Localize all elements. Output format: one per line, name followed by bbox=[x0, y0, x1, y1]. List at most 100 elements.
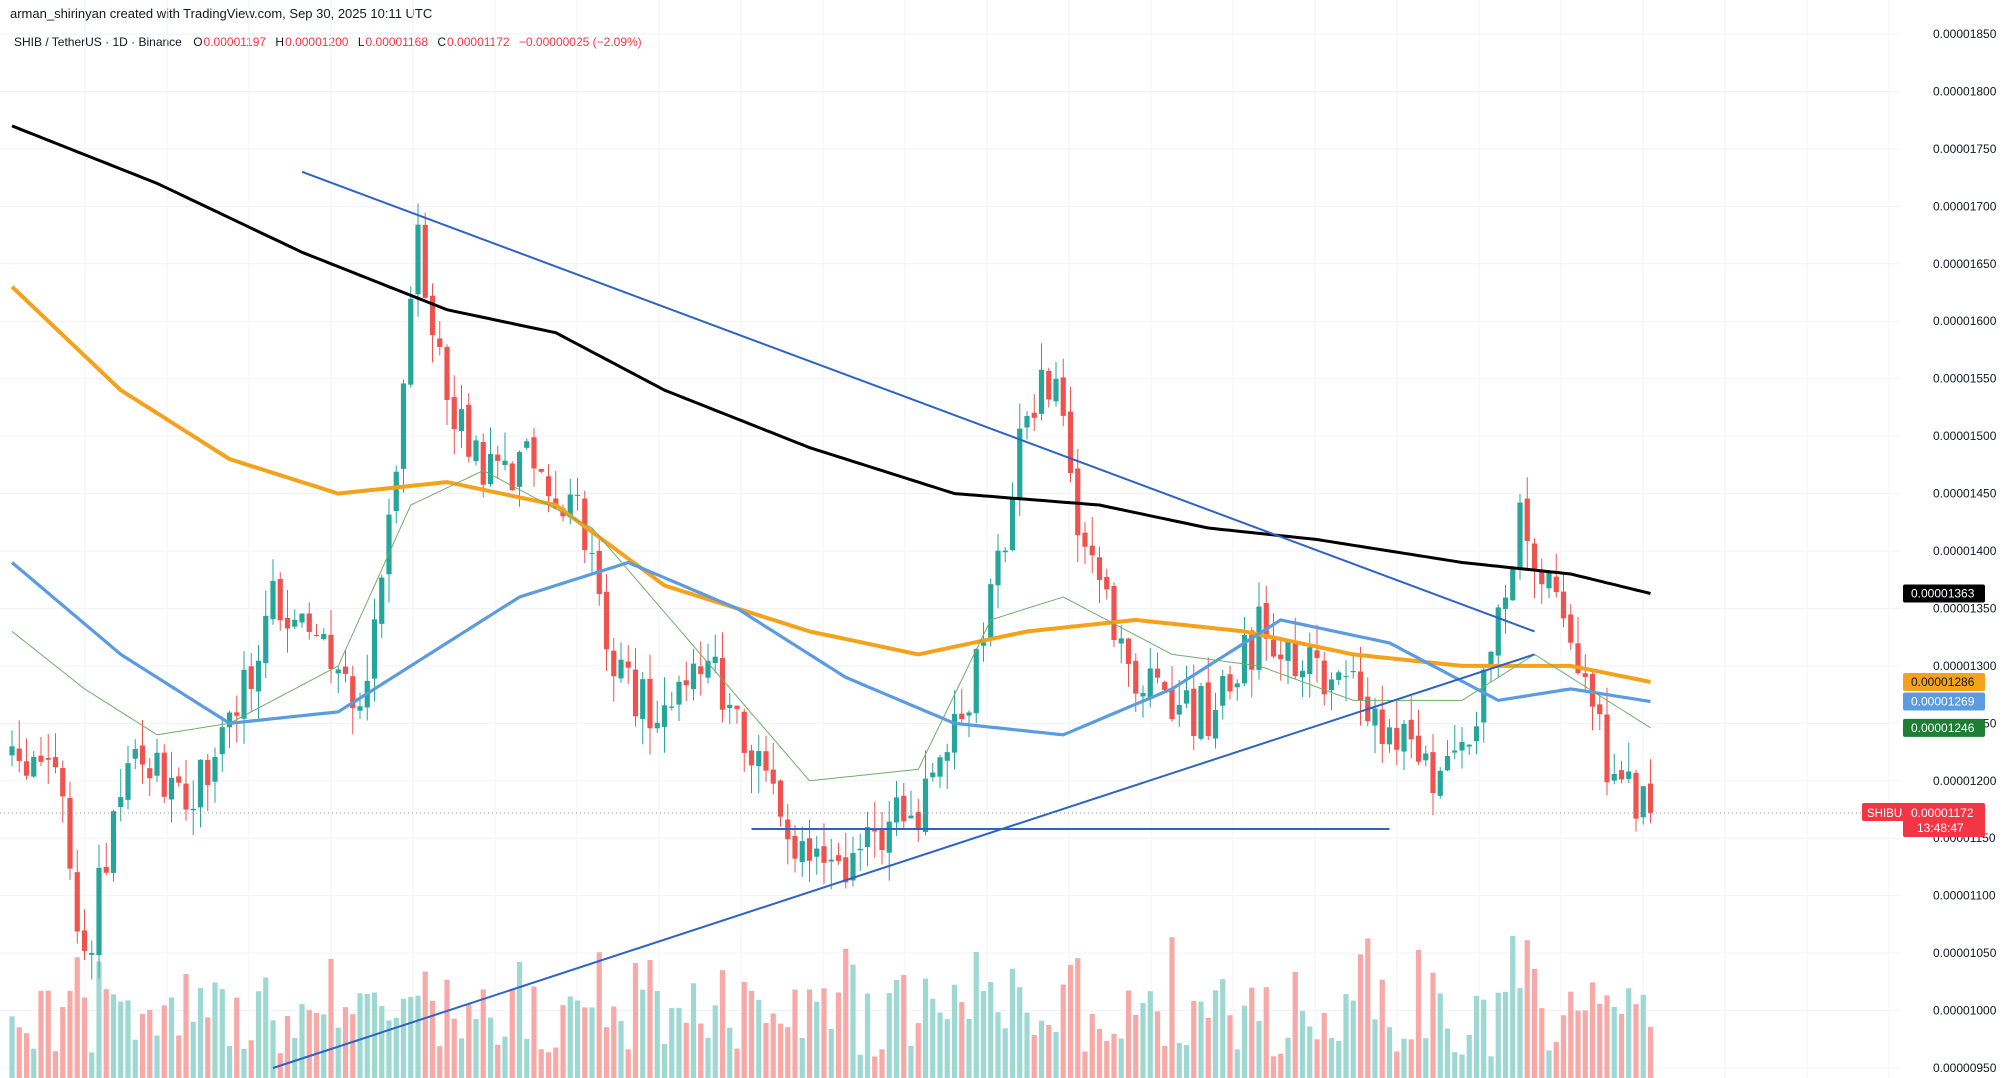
candle-body bbox=[690, 663, 697, 690]
volume-bar bbox=[618, 1021, 624, 1078]
candle-body bbox=[1379, 709, 1385, 745]
candle-body bbox=[1096, 557, 1103, 580]
candle-body bbox=[814, 848, 820, 857]
low-value: 0.00001168 bbox=[365, 35, 429, 49]
volume-bar bbox=[1568, 991, 1574, 1078]
volume-bar bbox=[734, 1048, 740, 1078]
candle-body bbox=[574, 494, 581, 496]
candle-body bbox=[132, 749, 138, 759]
volume-bar bbox=[1408, 1039, 1414, 1078]
symbol-title[interactable]: SHIB / TetherUS · 1D · Binance bbox=[14, 35, 182, 49]
current-price-bg bbox=[1903, 802, 1985, 837]
volume-bar bbox=[1183, 1045, 1190, 1078]
candle-body bbox=[197, 759, 204, 808]
volume-bar bbox=[292, 1037, 298, 1078]
volume-bar bbox=[1017, 987, 1023, 1078]
volume-bar bbox=[1604, 995, 1610, 1078]
candle-body bbox=[255, 660, 262, 692]
volume-bar bbox=[234, 997, 240, 1078]
candle-body bbox=[1256, 606, 1262, 670]
symbol-info-line[interactable]: SHIB / TetherUS · 1D · Binance O0.000011… bbox=[14, 35, 642, 49]
candle-body bbox=[1560, 591, 1567, 619]
candle-body bbox=[458, 409, 465, 432]
candle-body bbox=[1597, 704, 1603, 715]
candle-body bbox=[676, 681, 682, 705]
volume-bar bbox=[1524, 940, 1530, 1078]
ascending-trendline bbox=[272, 653, 1535, 1069]
volume-bar bbox=[23, 1033, 30, 1078]
candle-body bbox=[60, 767, 66, 797]
price-labels: 0.00001363 0.00001286 0.00001269 0.00001246… bbox=[1862, 584, 1985, 837]
candle-body bbox=[937, 757, 943, 777]
volume-bar bbox=[52, 1051, 59, 1078]
volume-bar bbox=[451, 1018, 457, 1078]
candle-body bbox=[1285, 640, 1291, 661]
candle-body bbox=[915, 811, 921, 831]
candle-body bbox=[1176, 704, 1182, 715]
candle-body bbox=[23, 761, 30, 776]
candle-body bbox=[763, 751, 769, 771]
candle-body bbox=[1067, 411, 1074, 474]
volume-bar bbox=[1299, 1010, 1306, 1078]
candle-body bbox=[741, 711, 747, 753]
volume-bar bbox=[1510, 935, 1516, 1078]
volume-bar bbox=[901, 974, 907, 1078]
candle-body bbox=[1604, 714, 1610, 783]
volume-bar bbox=[647, 960, 653, 1078]
price-tick-label: 0.00001800 bbox=[1933, 84, 1997, 98]
volume-bar bbox=[147, 1009, 153, 1078]
volume-bar bbox=[843, 948, 849, 1078]
volume-bar bbox=[582, 1007, 588, 1078]
candle-body bbox=[89, 952, 95, 955]
candle-body bbox=[545, 476, 552, 497]
volume-bar bbox=[640, 989, 646, 1078]
volume-bar bbox=[1343, 994, 1349, 1078]
volume-bar bbox=[328, 958, 334, 1078]
price-axis[interactable]: 0.00000950 0.00001000 0.00001050 0.00001100… bbox=[1933, 27, 1997, 1075]
candle-body bbox=[1510, 567, 1516, 601]
candle-body bbox=[647, 678, 653, 729]
candle-body bbox=[922, 778, 929, 832]
volume-bar bbox=[944, 1019, 950, 1078]
candle-body bbox=[1582, 673, 1588, 678]
candle-body bbox=[1408, 719, 1414, 740]
volume-bar bbox=[502, 1036, 508, 1078]
candle-body bbox=[67, 797, 73, 869]
candle-body bbox=[756, 751, 762, 767]
close-label: C bbox=[437, 35, 447, 49]
candle-body bbox=[850, 852, 856, 881]
candle-body bbox=[1459, 742, 1465, 751]
volume-bar bbox=[1024, 1012, 1030, 1078]
volume-bar bbox=[1365, 938, 1371, 1078]
price-label-text: 0.00001286 bbox=[1911, 675, 1975, 689]
volume-bar bbox=[31, 1048, 37, 1078]
volume-bar bbox=[748, 990, 755, 1078]
candle-body bbox=[509, 463, 515, 491]
candle-body bbox=[118, 797, 124, 807]
volume-bar bbox=[357, 993, 363, 1078]
volume-bar bbox=[879, 1049, 885, 1078]
candle-body bbox=[473, 440, 479, 462]
candle-body bbox=[1343, 676, 1349, 678]
volume-bar bbox=[988, 982, 994, 1078]
volume-bar bbox=[1488, 1056, 1494, 1078]
volume-bar bbox=[611, 1006, 617, 1078]
candle-body bbox=[567, 494, 573, 518]
volume-bar bbox=[850, 964, 856, 1078]
volume-bar bbox=[89, 1052, 95, 1078]
candle-body bbox=[1002, 550, 1008, 553]
volume-bar bbox=[1220, 979, 1226, 1078]
volume-bar bbox=[574, 1000, 581, 1078]
candle-body bbox=[893, 797, 900, 823]
volume-bar bbox=[509, 989, 515, 1078]
volume-bar bbox=[197, 987, 204, 1078]
chart-grid bbox=[0, 0, 1900, 1078]
volume-bar bbox=[1089, 1014, 1095, 1078]
volume-bar bbox=[589, 1007, 595, 1078]
price-tick-label: 0.00001050 bbox=[1933, 946, 1997, 960]
volume-bar bbox=[205, 1017, 211, 1078]
candle-body bbox=[487, 453, 494, 484]
volume-bar bbox=[1053, 1032, 1059, 1078]
volume-bar bbox=[458, 1038, 465, 1078]
